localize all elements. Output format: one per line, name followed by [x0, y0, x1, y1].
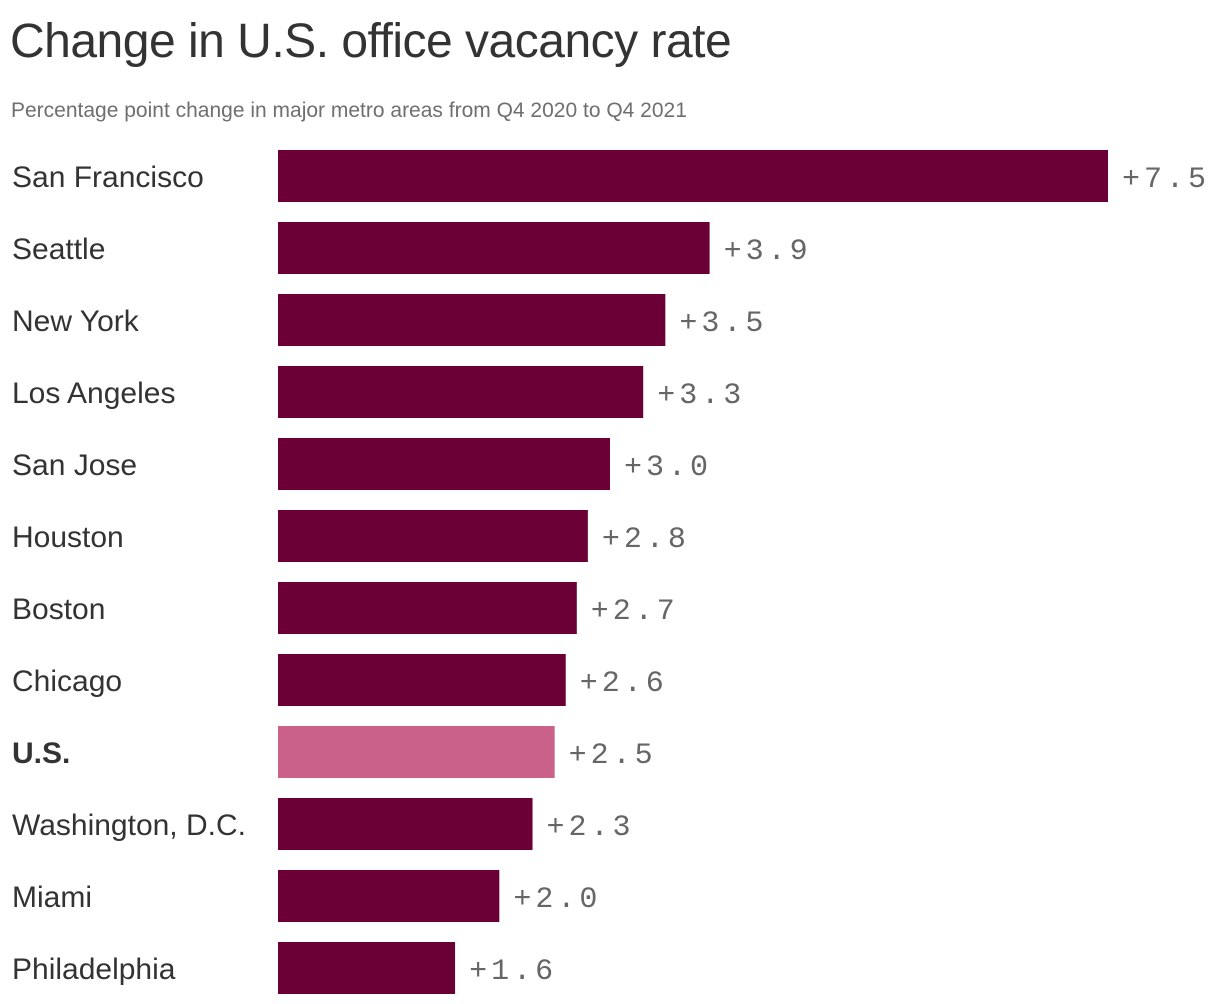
bar-san-jose: [278, 438, 610, 490]
category-label-houston: Houston: [12, 521, 124, 554]
bar-miami: [278, 870, 500, 922]
value-label-miami: +2.0: [513, 883, 601, 917]
chart-title: Change in U.S. office vacancy rate: [10, 15, 732, 68]
bar-philadelphia: [278, 942, 456, 994]
category-label-u-s: U.S.: [12, 737, 70, 770]
value-label-los-angeles: +3.3: [657, 379, 745, 413]
value-label-washington-d-c: +2.3: [547, 811, 635, 845]
value-label-u-s: +2.5: [569, 739, 657, 773]
category-label-washington-d-c: Washington, D.C.: [12, 809, 246, 842]
bar-seattle: [278, 222, 710, 274]
bar-u-s: [278, 726, 555, 778]
bar-washington-d-c: [278, 798, 533, 850]
category-label-boston: Boston: [12, 593, 105, 626]
bar-boston: [278, 582, 577, 634]
category-label-chicago: Chicago: [12, 665, 122, 698]
value-label-seattle: +3.9: [724, 235, 812, 269]
value-label-boston: +2.7: [591, 595, 679, 629]
value-label-new-york: +3.5: [679, 307, 767, 341]
category-label-san-jose: San Jose: [12, 449, 137, 482]
bar-chicago: [278, 654, 566, 706]
value-label-philadelphia: +1.6: [469, 955, 557, 989]
category-label-seattle: Seattle: [12, 233, 105, 266]
category-label-new-york: New York: [12, 305, 140, 338]
value-label-houston: +2.8: [602, 523, 690, 557]
value-label-san-jose: +3.0: [624, 451, 712, 485]
bar-houston: [278, 510, 588, 562]
chart-subtitle: Percentage point change in major metro a…: [11, 99, 687, 122]
category-label-miami: Miami: [12, 881, 92, 914]
category-label-philadelphia: Philadelphia: [12, 953, 176, 986]
category-label-los-angeles: Los Angeles: [12, 377, 175, 410]
value-label-chicago: +2.6: [580, 667, 668, 701]
category-label-san-francisco: San Francisco: [12, 161, 204, 194]
bar-san-francisco: [278, 150, 1108, 202]
value-label-san-francisco: +7.5: [1122, 163, 1210, 197]
bar-new-york: [278, 294, 666, 346]
bar-los-angeles: [278, 366, 644, 418]
